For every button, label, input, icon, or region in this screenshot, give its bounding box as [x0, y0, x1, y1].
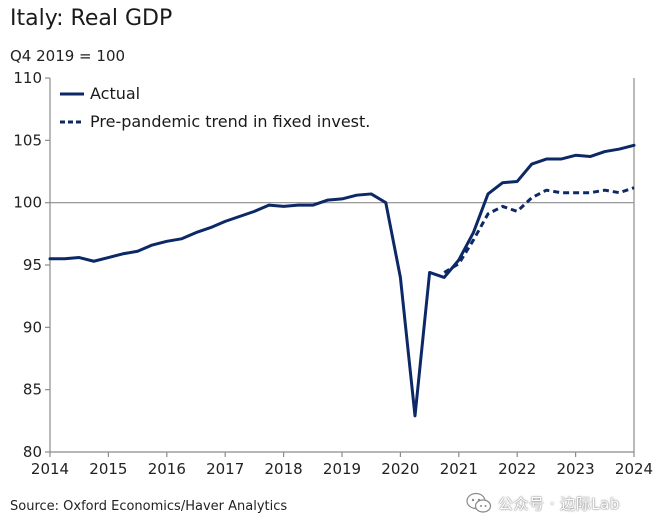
actual-point-38 — [603, 150, 606, 153]
x-tick-labels: 2014 2015 2016 2017 2018 2019 2020 2021 2022 2023… — [31, 460, 653, 478]
y-tick-label-110: 110 — [13, 69, 42, 87]
actual-point-19 — [326, 199, 329, 202]
actual-point-34 — [545, 158, 548, 161]
actual-point-21 — [355, 194, 358, 197]
trend-point-8 — [560, 191, 563, 194]
trend-point-0 — [443, 271, 446, 274]
x-tick-label-2016: 2016 — [148, 460, 186, 478]
series-lines — [48, 143, 636, 418]
source-note: Source: Oxford Economics/Haver Analytics — [10, 499, 288, 514]
actual-point-17 — [297, 204, 300, 207]
axes — [45, 77, 635, 457]
actual-point-30 — [487, 192, 490, 195]
series-line-actual — [48, 143, 636, 418]
y-tick-label-105: 105 — [13, 131, 42, 149]
trend-point-7 — [545, 189, 548, 192]
actual-point-4 — [107, 256, 110, 259]
wechat-icon — [466, 492, 492, 513]
trend-point-6 — [530, 196, 533, 199]
x-tick-label-2020: 2020 — [381, 460, 419, 478]
trend-point-9 — [574, 191, 577, 194]
actual-point-36 — [574, 154, 577, 157]
actual-point-23 — [384, 201, 387, 204]
actual-point-14 — [253, 210, 256, 213]
legend-label-trend: Pre-pandemic trend in fixed invest. — [90, 112, 370, 131]
actual-point-33 — [530, 163, 533, 166]
actual-point-26 — [428, 271, 431, 274]
actual-point-7 — [151, 244, 154, 247]
actual-point-1 — [63, 257, 66, 260]
y-tick-label-95: 95 — [23, 256, 42, 274]
actual-point-32 — [516, 180, 519, 183]
x-tick-label-2023: 2023 — [557, 460, 595, 478]
actual-point-24 — [399, 276, 402, 279]
trend-point-12 — [618, 191, 621, 194]
trend-point-10 — [589, 191, 592, 194]
actual-point-15 — [268, 204, 271, 207]
actual-point-11 — [209, 226, 212, 229]
actual-point-13 — [238, 215, 241, 218]
actual-point-6 — [136, 250, 139, 253]
x-tick-label-2021: 2021 — [440, 460, 478, 478]
x-tick-label-2015: 2015 — [89, 460, 127, 478]
actual-point-29 — [472, 231, 475, 234]
trend-point-2 — [472, 239, 475, 242]
actual-point-37 — [589, 155, 592, 158]
y-tick-labels: 80 85 90 95 100 105 110 — [13, 69, 42, 461]
chart-subtitle: Q4 2019 = 100 — [10, 47, 126, 65]
trend-point-3 — [487, 212, 490, 215]
trend-point-11 — [603, 189, 606, 192]
actual-point-16 — [282, 205, 285, 208]
actual-point-22 — [370, 192, 373, 195]
legend: Actual Pre-pandemic trend in fixed invest… — [60, 84, 370, 131]
x-tick-label-2022: 2022 — [498, 460, 536, 478]
actual-point-8 — [165, 240, 168, 243]
trend-point-4 — [501, 205, 504, 208]
trend-point-1 — [457, 262, 460, 265]
actual-point-25 — [414, 414, 417, 417]
actual-point-35 — [560, 158, 563, 161]
actual-point-40 — [633, 144, 636, 147]
actual-point-5 — [122, 252, 125, 255]
y-tick-label-85: 85 — [23, 381, 42, 399]
y-tick-label-80: 80 — [23, 443, 42, 461]
y-tick-label-90: 90 — [23, 318, 42, 336]
series-line-trend — [443, 186, 635, 274]
x-tick-label-2024: 2024 — [615, 460, 653, 478]
actual-point-12 — [224, 220, 227, 223]
watermark: 公众号 · 边际Lab — [466, 490, 620, 516]
x-tick-label-2019: 2019 — [323, 460, 361, 478]
actual-point-0 — [49, 257, 52, 260]
y-tick-label-100: 100 — [13, 194, 42, 212]
actual-point-39 — [618, 148, 621, 151]
actual-point-9 — [180, 237, 183, 240]
trend-point-5 — [516, 210, 519, 213]
actual-point-2 — [78, 256, 81, 259]
x-tick-label-2018: 2018 — [265, 460, 303, 478]
actual-point-31 — [501, 181, 504, 184]
watermark-text: 公众号 · 边际Lab — [498, 494, 620, 513]
actual-point-18 — [311, 204, 314, 207]
actual-point-10 — [195, 231, 198, 234]
actual-point-27 — [443, 276, 446, 279]
x-tick-label-2014: 2014 — [31, 460, 69, 478]
chart-title: Italy: Real GDP — [10, 6, 173, 31]
actual-point-3 — [92, 260, 95, 263]
legend-label-actual: Actual — [90, 84, 140, 103]
actual-point-20 — [341, 197, 344, 200]
trend-point-13 — [633, 186, 636, 189]
x-tick-label-2017: 2017 — [206, 460, 244, 478]
